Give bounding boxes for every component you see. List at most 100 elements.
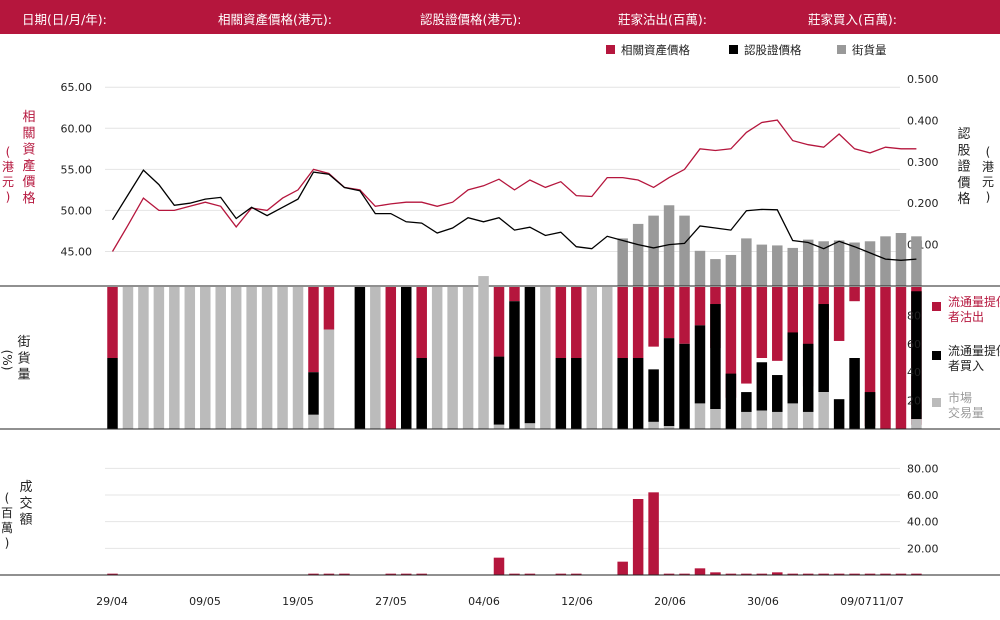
outstanding-bar — [648, 215, 659, 286]
market-volume-bar — [292, 287, 304, 429]
legend-underlying-swatch — [606, 45, 615, 54]
outstanding-bar — [679, 215, 690, 286]
x-tick-label: 09/05 — [189, 595, 221, 608]
mm-sell-bar — [741, 287, 752, 384]
outstanding-bar — [849, 242, 860, 286]
turnover-bar — [880, 573, 891, 575]
mm-sell-bar — [648, 287, 659, 347]
turnover-y-axis-unit: (百萬) — [1, 491, 13, 550]
turnover-y-tick-label: 20.00 — [907, 542, 939, 555]
outstanding-bar — [787, 247, 798, 286]
legend-mm-buy-swatch — [932, 351, 941, 360]
turnover-bar — [802, 573, 814, 575]
market-volume-bar — [370, 287, 381, 429]
mm-sell-bar — [787, 287, 798, 344]
market-volume-bar — [741, 411, 752, 429]
mm-sell-bar — [772, 287, 783, 361]
mm-buy-bar — [632, 358, 644, 429]
mm-sell-bar — [555, 287, 567, 358]
header-underlying-label: 相關資產價格(港元): — [218, 12, 332, 27]
x-tick-label: 30/06 — [747, 595, 779, 608]
x-tick-label: 09/07 — [840, 595, 872, 608]
market-volume-bar — [493, 424, 505, 429]
outstanding-bar — [694, 250, 706, 286]
market-volume-bar — [230, 287, 242, 429]
mm-buy-bar — [725, 373, 737, 429]
x-tick-label: 20/06 — [654, 595, 686, 608]
turnover-bar — [756, 573, 768, 575]
turnover-bar — [849, 573, 860, 575]
mm-buy-bar — [741, 392, 752, 412]
market-volume-bar — [200, 287, 211, 429]
market-volume-bar — [787, 403, 798, 429]
turnover-bar — [107, 573, 118, 575]
right-y-axis-title: 認股證價格 — [957, 126, 970, 207]
legend-outstanding-label: 街貨量 — [852, 43, 887, 57]
mm-buy-bar — [787, 332, 798, 404]
outstanding-bar — [663, 205, 675, 286]
market-volume-bar — [246, 287, 257, 429]
turnover-bar — [416, 573, 427, 575]
market-volume-bar — [663, 426, 675, 429]
share-y-tick-label: 60 — [907, 338, 921, 351]
market-volume-bar — [524, 423, 536, 429]
left-y-axis-unit: (港元) — [2, 145, 14, 204]
mm-sell-bar — [617, 287, 628, 358]
turnover-y-tick-label: 40.00 — [907, 516, 939, 529]
warrant-price-line — [111, 169, 917, 261]
market-volume-bar — [462, 287, 474, 429]
right-y-tick-label: 0.400 — [907, 114, 939, 127]
market-volume-bar — [184, 287, 196, 429]
share-y-tick-label: 20 — [907, 395, 921, 408]
turnover-bar — [571, 573, 582, 575]
mm-sell-bar — [385, 287, 397, 429]
market-volume-bar — [277, 287, 288, 429]
legend-mm-buy-label-line2: 者買入 — [948, 359, 984, 373]
turnover-bar — [509, 573, 520, 575]
mm-buy-bar — [308, 372, 319, 415]
mm-sell-bar — [864, 287, 876, 427]
turnover-bar — [818, 573, 829, 575]
x-tick-label: 29/04 — [96, 595, 128, 608]
outstanding-bar — [741, 238, 752, 286]
turnover-bar — [833, 573, 845, 575]
left-y-tick-label: 65.00 — [61, 81, 93, 94]
market-volume-bar — [648, 421, 659, 429]
mm-sell-bar — [880, 287, 891, 429]
outstanding-bar — [617, 238, 628, 286]
legend-market-label-line1: 市場 — [948, 390, 972, 405]
turnover-bar — [400, 573, 412, 575]
mm-sell-bar — [323, 287, 335, 330]
share-y-tick-label: 40 — [907, 366, 921, 379]
outstanding-bar — [756, 244, 768, 286]
turnover-bar — [663, 573, 675, 575]
outstanding-bar — [802, 239, 814, 286]
turnover-bar — [632, 499, 644, 575]
mm-sell-bar — [632, 287, 644, 358]
legend-mm-sell-label-line2: 者沽出 — [948, 310, 984, 324]
turnover-bar — [741, 573, 752, 575]
turnover-bar — [339, 573, 350, 575]
header-mm-buy-label: 莊家買入(百萬): — [808, 12, 897, 27]
market-volume-bar — [540, 287, 551, 429]
legend-market-label-line2: 交易量 — [948, 405, 984, 420]
turnover-bar — [725, 573, 737, 575]
mm-buy-bar — [756, 362, 768, 411]
x-tick-label: 27/05 — [375, 595, 407, 608]
mm-buy-bar — [694, 325, 706, 404]
mm-buy-bar — [354, 287, 366, 429]
legend-outstanding-swatch — [837, 45, 846, 54]
mm-buy-bar — [679, 343, 690, 429]
outstanding-bar — [710, 259, 721, 286]
mm-sell-bar — [509, 287, 520, 302]
mm-buy-bar — [818, 304, 829, 393]
mm-sell-bar — [833, 287, 845, 341]
mm-buy-bar — [911, 291, 922, 420]
header-date-label: 日期(日/月/年): — [22, 12, 107, 27]
market-volume-bar — [772, 411, 783, 429]
turnover-bar — [911, 573, 922, 575]
turnover-bar — [710, 572, 721, 575]
market-volume-bar — [261, 287, 273, 429]
turnover-bar — [895, 573, 907, 575]
share-y-axis-title: 街貨量 — [17, 335, 30, 383]
